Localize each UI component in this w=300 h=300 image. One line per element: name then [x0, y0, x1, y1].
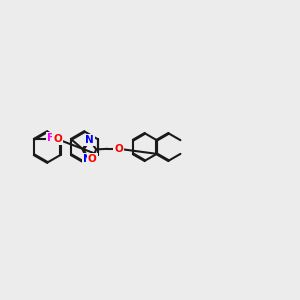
Text: O: O — [53, 134, 62, 144]
Text: N: N — [85, 135, 94, 145]
Text: O: O — [114, 144, 123, 154]
Text: O: O — [88, 154, 97, 164]
Text: N: N — [83, 154, 92, 164]
Text: F: F — [47, 133, 54, 143]
